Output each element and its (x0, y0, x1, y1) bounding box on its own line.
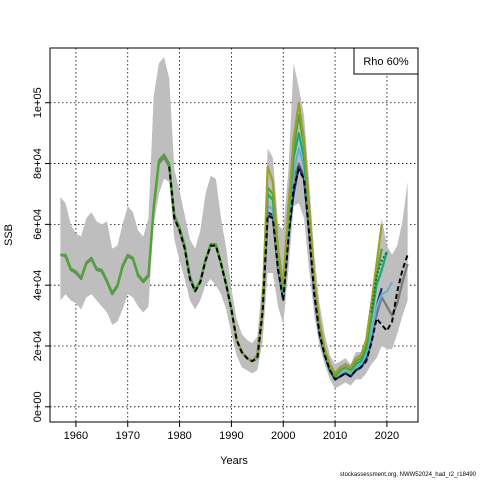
series-line-7 (168, 166, 409, 381)
legend-text: Rho 60% (363, 56, 408, 68)
x-tick-label: 1970 (116, 430, 140, 442)
y-tick-label: 1e+05 (32, 87, 44, 118)
x-tick-label: 2020 (375, 430, 399, 442)
x-tick-label: 1960 (64, 430, 88, 442)
y-tick-label: 2e+04 (32, 331, 44, 362)
plot-frame (49, 47, 419, 423)
series-line-8 (370, 251, 388, 313)
x-tick-label: 1980 (167, 430, 191, 442)
axes: 1960 1970 1980 1990 2000 2010 2020 0e+00 2e+04 4e… (32, 87, 399, 442)
x-axis-title: Years (220, 455, 248, 467)
footer-credit: stockassessment.org, NWW52024_had_r2_r18… (339, 472, 476, 478)
y-tick-label: 4e+04 (32, 270, 44, 301)
y-tick-label: 6e+04 (32, 209, 44, 240)
y-axis-title: SSB (3, 224, 15, 246)
confidence-band (60, 57, 408, 389)
x-tick-label: 1990 (219, 430, 243, 442)
legend-box (353, 47, 419, 75)
series-line-6 (230, 101, 383, 375)
x-tick-label: 2010 (323, 430, 347, 442)
series-layer (60, 101, 409, 381)
legend: Rho 60% (353, 47, 419, 75)
confidence-band-layer (60, 57, 408, 389)
y-tick-label: 0e+00 (32, 391, 44, 422)
x-tick-label: 2000 (271, 430, 295, 442)
grid-lines (50, 48, 418, 422)
y-tick-label: 8e+04 (32, 148, 44, 179)
